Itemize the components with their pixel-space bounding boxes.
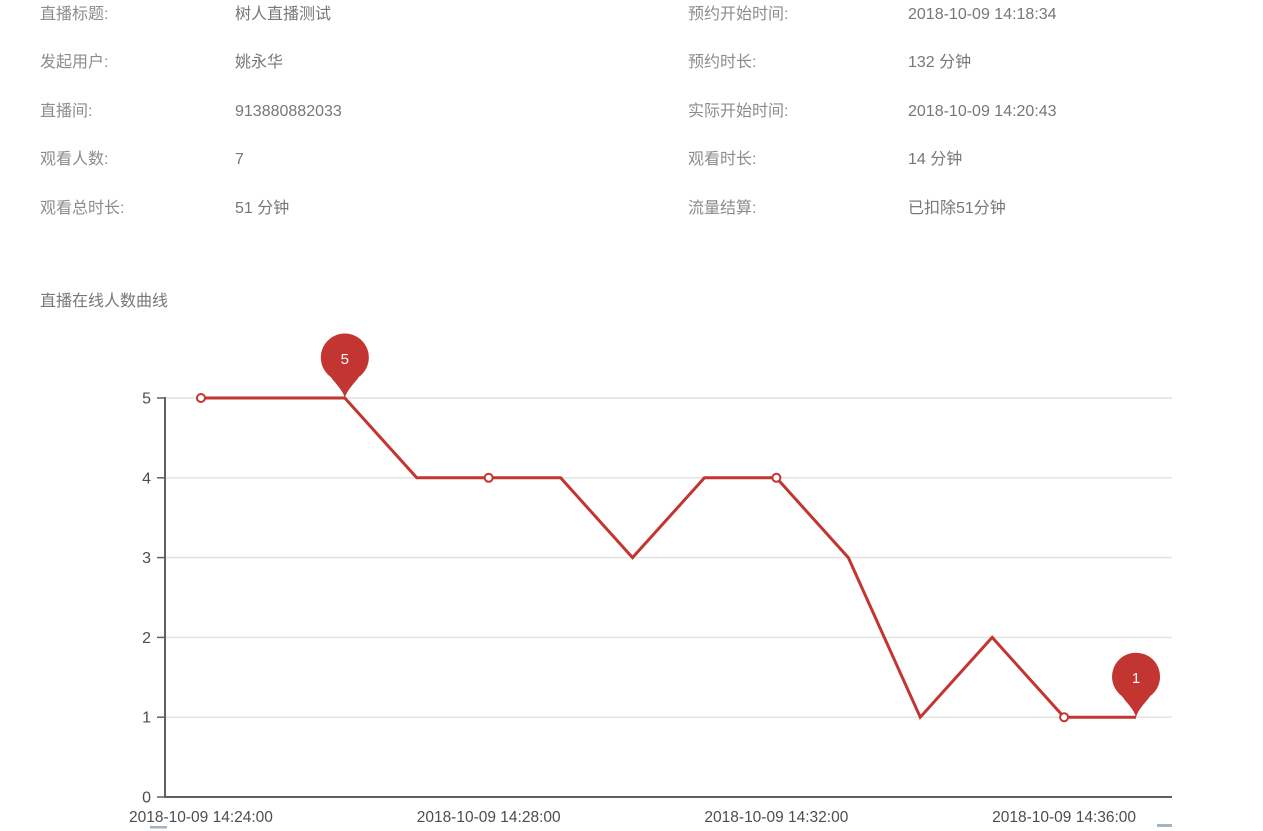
info-label-room-id: 直播间:: [40, 102, 93, 120]
info-value-scheduled-duration: 132 分钟: [908, 54, 972, 72]
max-marker-label: 5: [341, 351, 349, 368]
info-row: 直播间: 913880882033 实际开始时间: 2018-10-09 14:…: [40, 101, 1240, 149]
info-label-scheduled-start: 预约开始时间:: [688, 6, 789, 23]
x-axis-label: 2018-10-09 14:36:00: [992, 809, 1136, 826]
x-axis-label: 2018-10-09 14:24:00: [129, 809, 273, 826]
y-axis-label: 1: [142, 710, 151, 727]
info-value-live-title: 树人直播测试: [235, 6, 332, 23]
y-axis-label: 4: [142, 470, 151, 487]
info-label-live-title: 直播标题:: [40, 6, 109, 23]
info-value-watch-duration: 14 分钟: [908, 151, 963, 169]
x-axis-label: 2018-10-09 14:32:00: [704, 809, 848, 826]
info-value-traffic-settlement: 已扣除51分钟: [908, 199, 1006, 217]
y-axis-label: 2: [142, 630, 151, 647]
min-marker-label: 1: [1132, 670, 1140, 687]
info-value-total-watch-time: 51 分钟: [235, 199, 290, 217]
selection-artifact: [1157, 824, 1172, 827]
line-series: [200, 396, 1137, 720]
online-users-chart: 0 1 2 3 4 5 2018-10-09 14:24:00 2018-10-09 14:2…: [0, 330, 1263, 831]
selection-artifact: [150, 826, 167, 829]
info-value-room-id: 913880882033: [235, 102, 342, 120]
info-row: 观看总时长: 51 分钟 流量结算: 已扣除51分钟: [40, 198, 1240, 246]
info-value-actual-start: 2018-10-09 14:20:43: [908, 102, 1057, 120]
info-label-total-watch-time: 观看总时长:: [40, 199, 125, 217]
x-axis-label: 2018-10-09 14:28:00: [417, 809, 561, 826]
data-point-marker: [195, 393, 206, 403]
data-point-marker: [771, 472, 782, 483]
info-label-traffic-settlement: 流量结算:: [688, 199, 757, 217]
info-label-watch-duration: 观看时长:: [688, 151, 757, 169]
info-label-scheduled-duration: 预约时长:: [688, 54, 757, 72]
info-row: 观看人数: 7 观看时长: 14 分钟: [40, 149, 1240, 197]
y-axis-label: 0: [142, 790, 151, 807]
info-row: 发起用户: 姚永华 预约时长: 132 分钟: [40, 52, 1240, 100]
info-label-initiator: 发起用户:: [40, 54, 109, 72]
y-axis-label: 3: [142, 550, 151, 567]
max-marker-pin: [320, 333, 369, 398]
info-row: 直播标题: 树人直播测试 预约开始时间: 2018-10-09 14:18:34: [40, 4, 1240, 52]
data-point-marker: [483, 472, 494, 483]
info-value-initiator: 姚永华: [235, 54, 284, 72]
data-point-marker: [1059, 712, 1070, 723]
info-label-viewer-count: 观看人数:: [40, 151, 109, 169]
info-label-actual-start: 实际开始时间:: [688, 102, 789, 120]
online-users-chart-svg: 0 1 2 3 4 5 2018-10-09 14:24:00 2018-10-09 14:2…: [129, 333, 1172, 829]
y-axis-label: 5: [142, 391, 151, 408]
chart-title: 直播在线人数曲线: [40, 293, 169, 310]
info-value-scheduled-start: 2018-10-09 14:18:34: [908, 6, 1057, 23]
live-info-panel: 直播标题: 树人直播测试 预约开始时间: 2018-10-09 14:18:34…: [40, 4, 1240, 246]
min-marker-pin: [1112, 652, 1161, 718]
info-value-viewer-count: 7: [235, 151, 244, 169]
